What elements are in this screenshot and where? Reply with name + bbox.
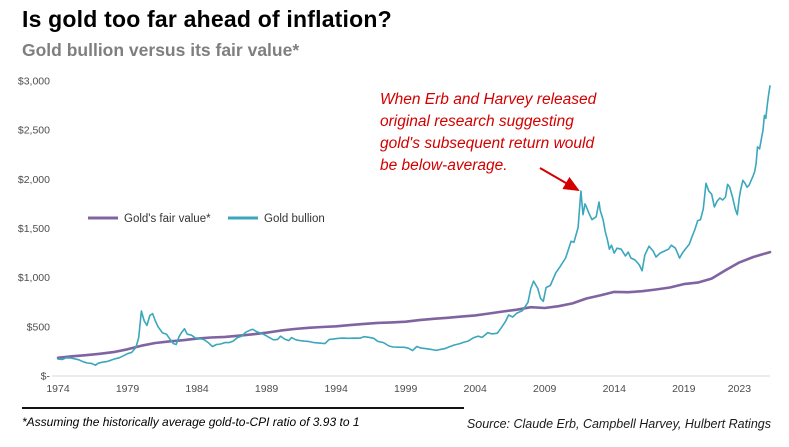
y-axis-tick-label: $1,000 bbox=[18, 272, 50, 284]
x-axis-tick-label: 2004 bbox=[464, 383, 488, 395]
x-axis-tick-label: 1994 bbox=[324, 383, 348, 395]
series-line-0 bbox=[56, 250, 772, 360]
y-axis-tick-label: $2,000 bbox=[18, 174, 50, 186]
y-axis-tick-label: $2,500 bbox=[18, 125, 50, 137]
x-axis-tick-label: 2019 bbox=[672, 383, 696, 395]
x-axis-tick-label: 1979 bbox=[116, 383, 140, 395]
annotation-text-line: When Erb and Harvey released bbox=[380, 91, 598, 108]
annotation-arrow bbox=[539, 167, 580, 192]
x-axis-tick-label: 1999 bbox=[394, 383, 418, 395]
gold-vs-fair-value-chart: $- $500 $1,000 $1,500 $2,000 $2,500 $3,000 1974… bbox=[18, 76, 772, 395]
y-axis-tick-label: $500 bbox=[27, 321, 51, 333]
annotation-text-line: original research suggesting bbox=[380, 113, 574, 130]
annotation-text-line: be below-average. bbox=[380, 157, 508, 174]
legend-label-0: Gold's fair value* bbox=[124, 213, 211, 225]
x-axis-tick-label: 2023 bbox=[728, 383, 752, 395]
series-line-1 bbox=[57, 85, 771, 367]
x-axis-tick-label: 2014 bbox=[603, 383, 627, 395]
source-credit: Source: Claude Erb, Campbell Harvey, Hul… bbox=[466, 417, 771, 431]
y-axis-tick-label: $1,500 bbox=[18, 223, 50, 235]
y-axis-tick-label: $3,000 bbox=[18, 76, 50, 88]
chart-subtitle: Gold bullion versus its fair value* bbox=[22, 40, 300, 60]
y-axis-tick-label: $- bbox=[41, 371, 51, 383]
annotation-text-line: gold's subsequent return would bbox=[380, 135, 595, 152]
x-axis-tick-label: 1989 bbox=[255, 383, 279, 395]
chart-footnote: *Assuming the historically average gold-… bbox=[22, 407, 464, 429]
x-axis-tick-label: 2009 bbox=[533, 383, 557, 395]
page-title: Is gold too far ahead of inflation? bbox=[22, 6, 392, 32]
legend-label-1: Gold bullion bbox=[264, 213, 325, 225]
x-axis-tick-label: 1984 bbox=[185, 383, 209, 395]
x-axis-tick-label: 1974 bbox=[46, 383, 70, 395]
